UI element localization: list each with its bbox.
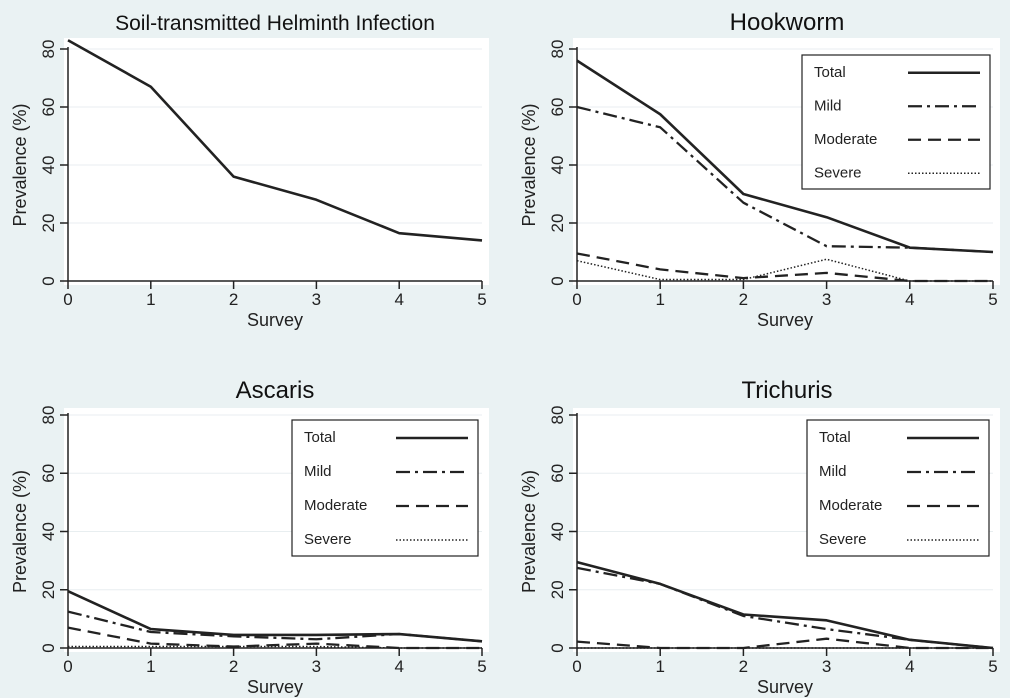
x-tick-label: 1	[655, 290, 664, 309]
x-tick-label: 2	[229, 290, 238, 309]
chart-panel-3: Ascaris 0 20 40 60 80 0 1 2 3 4 5 Survey Prevalence (…	[10, 377, 489, 697]
series-line-mild	[576, 566, 994, 650]
legend-box	[291, 419, 479, 557]
y-tick-label: 60	[39, 98, 58, 117]
chart-title: Trichuris	[741, 377, 832, 404]
y-tick-label: 60	[548, 464, 567, 483]
y-tick-label: 60	[548, 98, 567, 117]
y-tick-label: 80	[548, 40, 567, 59]
y-tick-label: 0	[548, 276, 567, 285]
series-line-mild	[67, 610, 483, 643]
x-axis-title: Survey	[247, 310, 303, 330]
series-line-mild	[576, 105, 994, 254]
x-tick-label: 0	[572, 290, 581, 309]
chart-title: Soil-transmitted Helminth Infection	[115, 12, 435, 35]
legend-label: Severe	[819, 531, 867, 548]
chart-panel-2: Hookworm 0 20 40 60 80 0 1 2 3 4 5 Survey Prevalence …	[519, 9, 1000, 330]
y-tick-label: 40	[39, 522, 58, 541]
x-tick-label: 2	[739, 290, 748, 309]
y-tick-label: 20	[39, 580, 58, 599]
legend-label: Severe	[814, 164, 862, 181]
x-axis-title: Survey	[757, 677, 813, 697]
x-tick-label: 2	[739, 657, 748, 676]
legend: Total Mild Moderate Severe	[291, 419, 479, 557]
x-tick-label: 4	[394, 657, 403, 676]
y-tick-label: 20	[548, 214, 567, 233]
y-axis-title: Prevalence (%)	[519, 103, 539, 226]
y-tick-label: 80	[39, 406, 58, 425]
y-axis-title: Prevalence (%)	[519, 470, 539, 593]
legend-box	[801, 54, 991, 190]
y-tick-label: 20	[548, 580, 567, 599]
y-tick-label: 0	[39, 276, 58, 285]
x-tick-label: 4	[905, 290, 914, 309]
y-tick-label: 60	[39, 464, 58, 483]
x-tick-label: 1	[146, 290, 155, 309]
series-line-severe	[68, 645, 482, 649]
legend-label: Mild	[814, 97, 842, 114]
legend-label: Moderate	[819, 497, 882, 514]
x-tick-label: 5	[477, 657, 486, 676]
chart-panel-4: Trichuris 0 20 40 60 80 0 1 2 3 4 5 Survey Prevalence…	[519, 377, 1000, 697]
legend-label: Total	[304, 429, 336, 446]
x-tick-label: 3	[312, 290, 321, 309]
x-tick-label: 1	[146, 657, 155, 676]
x-axis-title: Survey	[247, 677, 303, 697]
x-tick-label: 5	[988, 657, 997, 676]
chart-title: Ascaris	[236, 377, 315, 404]
y-tick-label: 0	[39, 643, 58, 652]
x-tick-label: 4	[905, 657, 914, 676]
legend-box	[806, 419, 990, 557]
x-tick-label: 3	[312, 657, 321, 676]
legend: Total Mild Moderate Severe	[806, 419, 990, 557]
x-tick-label: 0	[63, 290, 72, 309]
x-tick-label: 1	[655, 657, 664, 676]
x-tick-label: 3	[822, 657, 831, 676]
legend-label: Total	[819, 429, 851, 446]
x-tick-label: 0	[572, 657, 581, 676]
y-axis-title: Prevalence (%)	[10, 103, 30, 226]
x-tick-label: 2	[229, 657, 238, 676]
y-tick-label: 0	[548, 643, 567, 652]
y-tick-label: 80	[548, 406, 567, 425]
y-tick-label: 40	[548, 522, 567, 541]
x-tick-label: 5	[988, 290, 997, 309]
legend: Total Mild Moderate Severe	[801, 54, 991, 190]
legend-label: Total	[814, 64, 846, 81]
x-tick-label: 0	[63, 657, 72, 676]
x-tick-label: 5	[477, 290, 486, 309]
x-axis-title: Survey	[757, 310, 813, 330]
x-tick-label: 3	[822, 290, 831, 309]
y-tick-label: 80	[39, 40, 58, 59]
y-tick-label: 40	[39, 156, 58, 175]
chart-title: Hookworm	[730, 9, 845, 36]
legend-label: Moderate	[304, 497, 367, 514]
x-tick-label: 4	[394, 290, 403, 309]
legend-label: Mild	[304, 463, 332, 480]
legend-label: Moderate	[814, 131, 877, 148]
legend-label: Severe	[304, 531, 352, 548]
y-axis-title: Prevalence (%)	[10, 470, 30, 593]
series-line-total	[67, 590, 483, 643]
series-line-moderate	[67, 626, 482, 650]
series-line-severe	[576, 258, 993, 282]
chart-panel-1: Soil-transmitted Helminth Infection02040…	[10, 12, 489, 330]
series-line-total	[67, 39, 483, 242]
y-tick-label: 20	[39, 214, 58, 233]
y-tick-label: 40	[548, 156, 567, 175]
legend-label: Mild	[819, 463, 847, 480]
